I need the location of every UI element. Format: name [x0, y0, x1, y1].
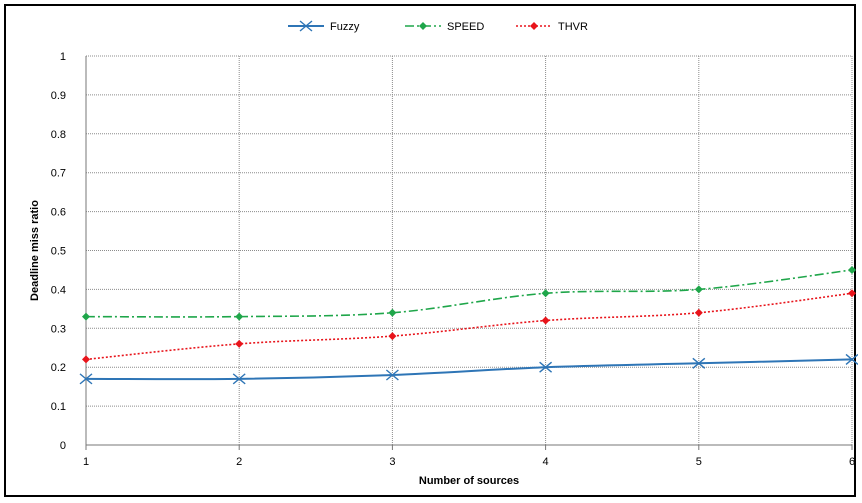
series-line-thvr	[85, 292, 853, 361]
y-tick-label: 0.4	[51, 284, 66, 296]
x-marker-stroke	[845, 353, 858, 365]
y-tick-label: 0.7	[51, 168, 66, 180]
legend-label-fuzzy: Fuzzy	[330, 21, 360, 33]
x-marker-stroke	[385, 369, 399, 381]
legend-label-speed: SPEED	[447, 21, 484, 33]
x-axis-title: Number of sources	[419, 475, 519, 487]
y-tick-label: 1	[60, 51, 66, 63]
data-point-fuzzy	[845, 353, 858, 365]
x-tick-label: 6	[849, 456, 855, 468]
x-tick-label: 2	[236, 456, 242, 468]
x-marker-stroke	[232, 373, 246, 385]
legend-marker-speed	[419, 22, 427, 30]
data-point-speed	[388, 308, 397, 317]
data-point-speed	[235, 312, 244, 321]
y-tick-label: 0.2	[51, 362, 66, 374]
data-point-thvr	[235, 339, 244, 348]
line-chart: 0 0.1 0.2 0.3 0.4 0.5 0.6 0.7 0.8 0.9 1 1 2 3 4 5 6 Fuzz…	[29, 20, 858, 487]
data-point-speed	[541, 289, 550, 298]
y-tick-label: 0.1	[51, 401, 66, 413]
data-point-thvr	[848, 289, 856, 298]
y-tick-label: 0.3	[51, 323, 66, 335]
x-tick-label: 3	[389, 456, 395, 468]
x-marker-stroke	[539, 361, 553, 373]
data-point-speed	[82, 312, 90, 321]
series-line-fuzzy	[85, 358, 853, 381]
y-axis-title: Deadline miss ratio	[29, 200, 41, 301]
x-tick-label: 1	[83, 456, 89, 468]
series-lines	[79, 265, 858, 385]
data-point-fuzzy	[232, 373, 246, 385]
data-point-fuzzy	[692, 357, 706, 369]
data-point-thvr	[388, 332, 397, 341]
y-tick-label: 0	[60, 440, 66, 452]
y-tick-label: 0.6	[51, 207, 66, 219]
data-point-fuzzy	[79, 373, 93, 385]
data-point-thvr	[694, 308, 703, 317]
data-point-fuzzy	[385, 369, 399, 381]
axes: 0 0.1 0.2 0.3 0.4 0.5 0.6 0.7 0.8 0.9 1 1 2 3 4 5 6	[51, 51, 855, 468]
data-point-thvr	[541, 316, 550, 325]
legend: Fuzzy SPEED THVR	[288, 20, 588, 33]
legend-marker-thvr	[530, 22, 538, 30]
y-tick-label: 0.8	[51, 129, 66, 141]
data-point-speed	[694, 285, 703, 294]
y-tick-label: 0.9	[51, 90, 66, 102]
series-line-speed	[85, 269, 853, 318]
legend-marker-fuzzy	[299, 20, 313, 32]
chart-frame: 0 0.1 0.2 0.3 0.4 0.5 0.6 0.7 0.8 0.9 1 1 2 3 4 5 6 Fuzz…	[4, 4, 858, 497]
x-marker-stroke	[692, 357, 706, 369]
y-tick-label: 0.5	[51, 246, 66, 258]
data-point-fuzzy	[539, 361, 553, 373]
legend-label-thvr: THVR	[558, 21, 588, 33]
x-marker-stroke	[299, 20, 313, 32]
x-tick-label: 4	[543, 456, 549, 468]
x-tick-label: 5	[696, 456, 702, 468]
data-point-speed	[848, 265, 856, 274]
x-marker-stroke	[79, 373, 93, 385]
data-point-thvr	[82, 355, 90, 364]
grid	[86, 55, 853, 445]
